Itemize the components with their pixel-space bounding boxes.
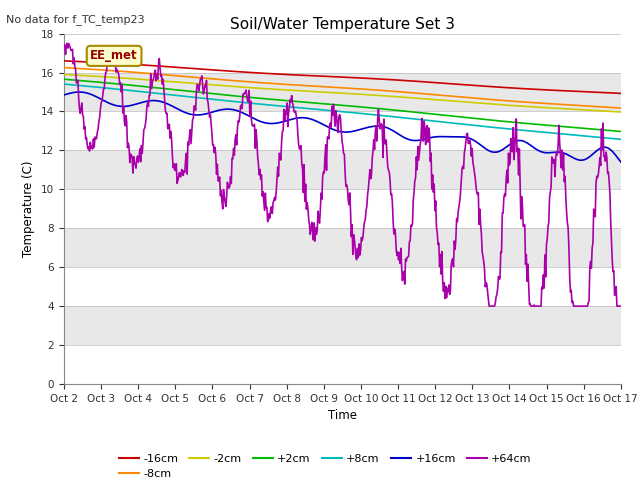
Text: EE_met: EE_met bbox=[90, 49, 138, 62]
X-axis label: Time: Time bbox=[328, 409, 357, 422]
Bar bbox=[64, 189, 621, 228]
Y-axis label: Temperature (C): Temperature (C) bbox=[22, 160, 35, 257]
Text: No data for f_TC_temp23: No data for f_TC_temp23 bbox=[6, 14, 145, 25]
Bar bbox=[64, 228, 621, 267]
Bar bbox=[64, 72, 621, 111]
Title: Soil/Water Temperature Set 3: Soil/Water Temperature Set 3 bbox=[230, 17, 455, 33]
Bar bbox=[64, 111, 621, 150]
Bar bbox=[64, 34, 621, 72]
Bar bbox=[64, 150, 621, 189]
Bar bbox=[64, 267, 621, 306]
Bar bbox=[64, 345, 621, 384]
Legend: -16cm, -8cm, -2cm, +2cm, +8cm, +16cm, +64cm: -16cm, -8cm, -2cm, +2cm, +8cm, +16cm, +6… bbox=[114, 449, 536, 480]
Bar bbox=[64, 306, 621, 345]
